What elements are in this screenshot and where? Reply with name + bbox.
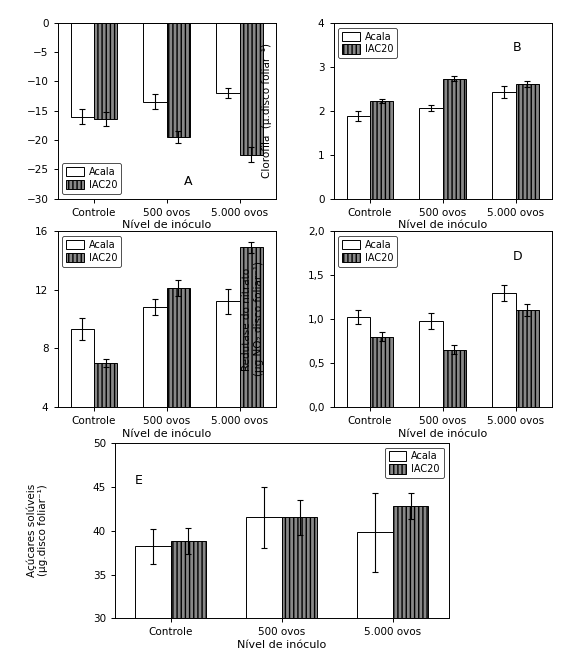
Bar	[143, 307, 167, 465]
Bar	[443, 350, 466, 407]
Text: C: C	[73, 253, 82, 266]
Text: E: E	[135, 474, 143, 487]
X-axis label: Nível de inóculo: Nível de inóculo	[398, 428, 488, 439]
Legend: Acala, IAC20: Acala, IAC20	[338, 236, 397, 267]
Bar	[492, 292, 516, 407]
Bar	[347, 317, 370, 407]
Bar	[94, 363, 117, 465]
Bar	[492, 92, 516, 199]
Bar	[393, 506, 428, 651]
Y-axis label: Clorofila  (μ.disco foliar⁻¹): Clorofila (μ.disco foliar⁻¹)	[262, 43, 273, 178]
Bar	[443, 79, 466, 199]
Bar	[516, 84, 539, 199]
Legend: Acala, IAC20: Acala, IAC20	[338, 27, 397, 59]
Bar	[282, 518, 317, 651]
Bar	[143, 23, 167, 102]
Bar	[167, 288, 190, 465]
Y-axis label: Redutase do nitrato
(μg NO₂ disco foliar⁻¹): Redutase do nitrato (μg NO₂ disco foliar…	[242, 262, 263, 376]
X-axis label: Nível de inóculo: Nível de inóculo	[122, 220, 212, 230]
Bar	[419, 321, 443, 407]
Text: B: B	[513, 42, 522, 55]
Legend: Acala, IAC20: Acala, IAC20	[385, 447, 444, 478]
Bar	[71, 23, 94, 117]
Bar	[419, 107, 443, 199]
Bar	[216, 23, 240, 93]
Bar	[370, 101, 393, 199]
Bar	[135, 546, 171, 651]
Bar	[94, 23, 117, 119]
Bar	[357, 533, 393, 651]
Y-axis label: Açúcares solúveis
(μg.disco foliar⁻¹): Açúcares solúveis (μg.disco foliar⁻¹)	[26, 484, 48, 577]
X-axis label: Nível de inóculo: Nível de inóculo	[237, 640, 327, 650]
Text: A: A	[184, 175, 193, 188]
Legend: Acala, IAC20: Acala, IAC20	[62, 236, 121, 267]
X-axis label: Nível de inóculo: Nível de inóculo	[398, 220, 488, 230]
Bar	[516, 310, 539, 407]
Bar	[240, 247, 263, 465]
Bar	[167, 23, 190, 137]
Bar	[246, 518, 282, 651]
Bar	[171, 541, 206, 651]
Bar	[347, 116, 370, 199]
Bar	[370, 337, 393, 407]
X-axis label: Nível de inóculo: Nível de inóculo	[122, 428, 212, 439]
Text: D: D	[513, 250, 522, 263]
Bar	[240, 23, 263, 154]
Legend: Acala, IAC20: Acala, IAC20	[62, 163, 121, 194]
Bar	[71, 329, 94, 465]
Bar	[216, 301, 240, 465]
